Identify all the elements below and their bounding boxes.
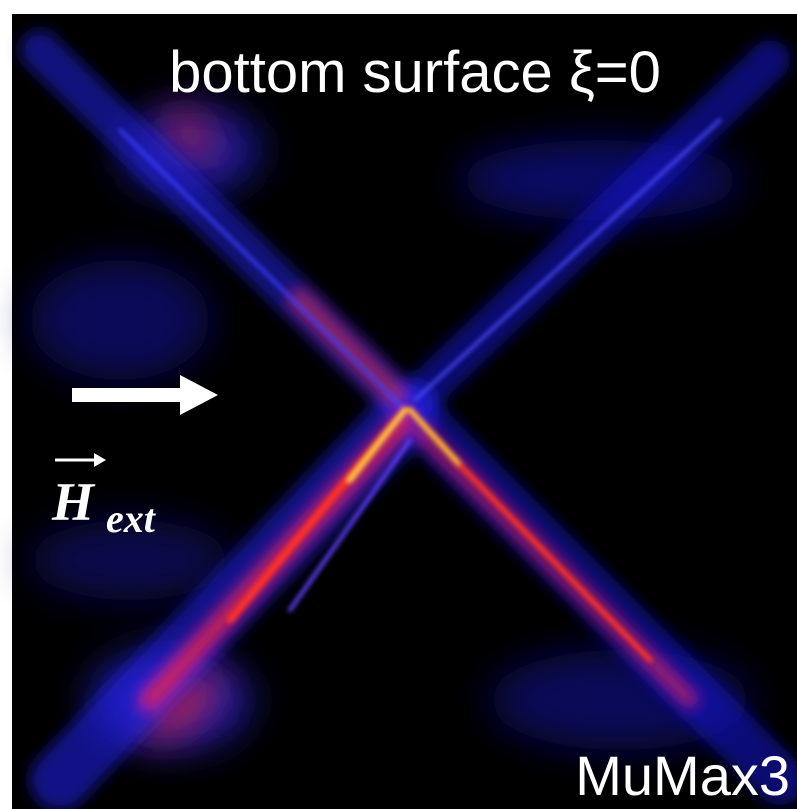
software-label: MuMax3 [575,744,790,807]
title: bottom surface ξ=0 [169,40,661,105]
field-symbol: H [51,472,96,532]
field-subscript: ext [106,496,157,541]
field-map [20,30,797,809]
field-label: H ext [51,453,157,541]
field-arrow [72,375,218,415]
